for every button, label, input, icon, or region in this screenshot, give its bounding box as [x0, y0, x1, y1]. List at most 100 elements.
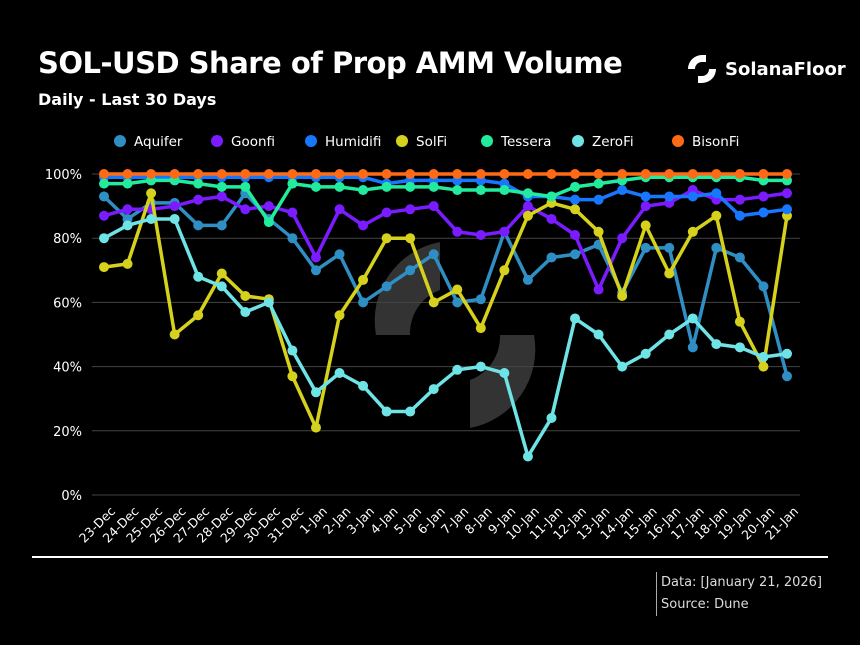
data-point: [146, 169, 157, 179]
data-point: [758, 207, 769, 218]
series-bisonfi: [99, 169, 792, 179]
line-chart: 0%20%40%60%80%100% 23-Dec24-Dec25-Dec26-…: [45, 134, 801, 546]
data-point: [358, 380, 369, 391]
data-point: [193, 271, 204, 282]
y-tick-label: 40%: [53, 361, 82, 376]
data-point: [146, 188, 157, 199]
data-point: [240, 290, 251, 301]
data-point: [358, 220, 369, 231]
series-goonfi: [99, 185, 792, 295]
data-point: [428, 201, 439, 212]
data-point: [381, 233, 392, 244]
data-point: [452, 364, 463, 375]
data-point: [734, 252, 745, 263]
data-point: [122, 258, 133, 269]
data-point: [334, 310, 345, 321]
data-point: [475, 185, 486, 196]
data-point: [664, 242, 675, 253]
brand-logo: SolanaFloor: [685, 52, 846, 86]
data-point: [475, 229, 486, 240]
data-point: [334, 249, 345, 260]
data-point: [263, 169, 274, 179]
data-point: [782, 371, 792, 382]
data-point: [711, 188, 722, 199]
data-point: [334, 169, 345, 179]
data-point: [546, 169, 557, 179]
data-point: [522, 201, 533, 212]
data-point: [287, 169, 298, 179]
data-point: [570, 169, 581, 179]
legend-item: ZeroFi: [572, 134, 634, 150]
data-point: [640, 242, 651, 253]
data-point: [169, 213, 180, 224]
data-point: [193, 220, 204, 231]
data-point: [546, 412, 557, 423]
data-point: [452, 297, 463, 308]
data-point: [358, 274, 369, 285]
data-point: [758, 281, 769, 292]
y-tick-label: 60%: [53, 296, 82, 311]
data-point: [499, 368, 510, 379]
data-point: [169, 329, 180, 340]
data-point: [522, 451, 533, 462]
data-point: [310, 181, 321, 192]
solanafloor-logo-icon: [688, 55, 716, 83]
data-point: [617, 169, 628, 179]
data-point: [99, 233, 109, 244]
legend-label: Goonfi: [231, 134, 275, 150]
data-point: [334, 204, 345, 215]
data-date: Data: [January 21, 2026]: [661, 575, 823, 590]
legend-label: Aquifer: [134, 134, 183, 150]
data-point: [216, 268, 227, 279]
data-point: [593, 226, 604, 237]
data-point: [734, 342, 745, 353]
data-point: [687, 169, 698, 179]
data-point: [193, 310, 204, 321]
legend-item: SolFi: [396, 134, 447, 150]
data-point: [122, 204, 133, 215]
data-point: [758, 351, 769, 362]
data-point: [381, 207, 392, 218]
data-point: [381, 181, 392, 192]
data-point: [216, 169, 227, 179]
data-point: [193, 169, 204, 179]
data-point: [664, 191, 675, 202]
data-point: [358, 169, 369, 179]
y-tick-label: 20%: [53, 425, 82, 440]
data-point: [734, 210, 745, 221]
series-line: [103, 191, 789, 430]
series-humidifi: [99, 172, 792, 221]
data-point: [570, 194, 581, 205]
data-point: [640, 169, 651, 179]
data-point: [452, 284, 463, 295]
data-point: [240, 204, 251, 215]
data-point: [499, 169, 510, 179]
data-point: [146, 213, 157, 224]
legend-marker: [305, 135, 317, 147]
footer-divider: [32, 556, 828, 558]
data-point: [711, 169, 722, 179]
data-point: [734, 316, 745, 327]
data-point: [428, 169, 439, 179]
data-point: [758, 169, 769, 179]
data-point: [287, 233, 298, 244]
data-point: [711, 242, 722, 253]
series-solfi: [99, 188, 792, 433]
data-point: [499, 226, 510, 237]
y-tick-label: 0%: [61, 489, 82, 504]
data-point: [640, 348, 651, 359]
data-point: [711, 339, 722, 350]
data-point: [310, 169, 321, 179]
data-point: [310, 422, 321, 433]
data-point: [734, 194, 745, 205]
data-point: [310, 265, 321, 276]
data-point: [405, 406, 416, 417]
data-point: [570, 249, 581, 260]
data-point: [405, 265, 416, 276]
data-point: [546, 252, 557, 263]
data-point: [428, 181, 439, 192]
series-line: [103, 217, 788, 459]
data-point: [193, 178, 204, 189]
data-point: [169, 201, 180, 212]
legend-marker: [572, 135, 584, 147]
